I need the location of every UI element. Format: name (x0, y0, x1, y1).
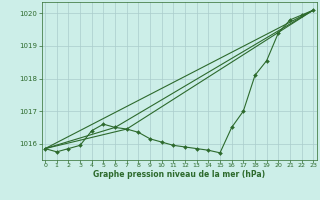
X-axis label: Graphe pression niveau de la mer (hPa): Graphe pression niveau de la mer (hPa) (93, 170, 265, 179)
